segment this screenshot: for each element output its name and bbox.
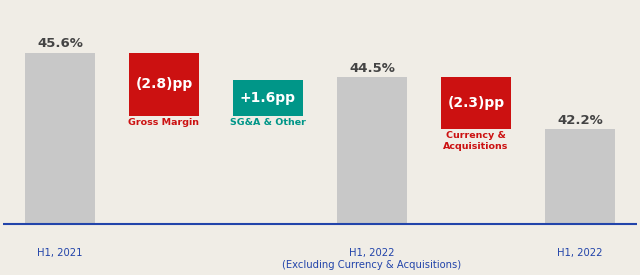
Text: (2.3)pp: (2.3)pp	[447, 96, 504, 110]
Bar	[545, 129, 616, 224]
Bar	[24, 53, 95, 224]
Bar	[232, 80, 303, 116]
Text: Gross Margin: Gross Margin	[129, 118, 200, 127]
Bar	[441, 77, 511, 129]
Text: (2.8)pp: (2.8)pp	[136, 77, 193, 91]
Text: H1, 2022
(Excluding Currency & Acquisitions): H1, 2022 (Excluding Currency & Acquisiti…	[282, 248, 461, 271]
Bar	[129, 53, 199, 116]
Text: H1, 2022: H1, 2022	[557, 248, 603, 258]
Text: 42.2%: 42.2%	[557, 114, 603, 127]
Text: Currency &
Acquisitions: Currency & Acquisitions	[444, 131, 509, 151]
Text: 44.5%: 44.5%	[349, 62, 395, 75]
Text: H1, 2021: H1, 2021	[37, 248, 83, 258]
Bar	[337, 77, 408, 224]
Text: +1.6pp: +1.6pp	[240, 91, 296, 105]
Text: 45.6%: 45.6%	[37, 37, 83, 50]
Text: SG&A & Other: SG&A & Other	[230, 118, 306, 127]
